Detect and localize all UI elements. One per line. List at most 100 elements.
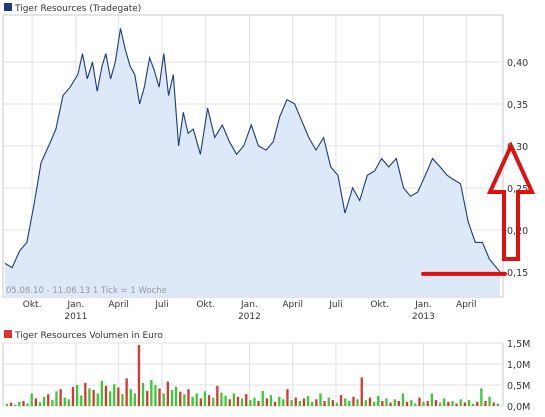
volume-bar xyxy=(335,402,339,406)
annotations xyxy=(421,141,536,276)
volume-bar xyxy=(207,395,211,406)
red-up-arrow-icon xyxy=(486,141,536,261)
volume-bar xyxy=(430,393,433,406)
volume-bar xyxy=(368,397,372,406)
volume-bar xyxy=(220,392,223,406)
volume-bar xyxy=(455,403,458,406)
price-x-tick-label: Jan. xyxy=(414,300,432,310)
volume-bar xyxy=(191,396,194,406)
volume-bar xyxy=(43,396,46,406)
volume-bar xyxy=(100,380,103,406)
volume-bar xyxy=(9,402,13,406)
price-x-tick-label: Jan. xyxy=(240,300,258,310)
volume-bar xyxy=(84,382,87,406)
volume-bar xyxy=(257,401,260,406)
volume-bar xyxy=(30,393,33,406)
volume-bar xyxy=(158,388,161,406)
volume-bar xyxy=(348,401,351,406)
volume-bar xyxy=(38,402,42,406)
volume-bar xyxy=(397,401,400,406)
volume-bar xyxy=(410,400,413,406)
volume-bar xyxy=(129,389,132,406)
volume-bar xyxy=(269,395,273,406)
volume-bar xyxy=(492,402,495,406)
volume-bar xyxy=(496,403,499,406)
volume-bar xyxy=(216,385,219,406)
volume-bar xyxy=(294,397,297,406)
volume-bar xyxy=(315,399,318,406)
volume-bar xyxy=(306,395,310,406)
volume-bar xyxy=(125,378,128,406)
volume-bar xyxy=(183,394,186,406)
price-area-fill xyxy=(5,28,500,298)
price-x-tick-label: April xyxy=(108,300,129,310)
volume-bar xyxy=(393,399,396,406)
volume-bar xyxy=(203,391,207,406)
volume-bar xyxy=(282,399,285,406)
volume-bar xyxy=(286,389,289,406)
volume-bar xyxy=(187,389,190,406)
volume-bar xyxy=(228,399,231,406)
volume-bar xyxy=(154,385,157,406)
volume-bar xyxy=(488,396,491,406)
price-y-tick-label: 0,35 xyxy=(507,100,528,111)
volume-bar xyxy=(323,401,326,406)
volume-bar xyxy=(34,398,37,406)
volume-bar xyxy=(26,403,29,406)
price-chart-title: Tiger Resources (Tradegate) xyxy=(14,4,141,14)
volume-bar xyxy=(356,399,359,406)
volume-bar xyxy=(265,398,268,406)
volume-bar xyxy=(302,398,306,406)
volume-chart-title: Tiger Resources Volumen in Euro xyxy=(14,331,163,341)
volume-bar xyxy=(92,390,95,406)
volume-y-tick-label: 0,0M xyxy=(507,402,530,413)
volume-bar xyxy=(80,395,83,406)
volume-bar xyxy=(117,387,120,406)
volume-bar xyxy=(319,393,322,406)
volume-bar xyxy=(113,384,116,406)
volume-bar xyxy=(480,388,483,406)
volume-bar xyxy=(22,401,25,406)
volume-bar xyxy=(372,401,376,406)
volume-bar xyxy=(199,398,202,406)
price-x-tick-label: Okt. xyxy=(196,300,215,310)
volume-bar xyxy=(426,401,429,406)
volume-bar xyxy=(51,400,54,406)
volume-bar xyxy=(18,401,21,406)
volume-bar xyxy=(104,385,108,406)
volume-bar xyxy=(273,401,277,406)
price-y-tick-label: 0,25 xyxy=(507,184,528,195)
price-line xyxy=(4,28,501,273)
price-x-tick-label: Juli xyxy=(154,300,168,310)
volume-bar xyxy=(381,401,384,406)
volume-bar xyxy=(47,394,50,406)
volume-bar xyxy=(195,393,198,406)
volume-bar xyxy=(67,399,70,406)
volume-bar xyxy=(232,393,235,406)
volume-bar xyxy=(109,391,112,406)
volume-bar xyxy=(166,381,169,406)
volume-bar xyxy=(360,377,363,406)
volume-bar xyxy=(261,390,264,406)
price-legend-swatch xyxy=(4,3,12,11)
price-chart-subtitle: 05.08.10 - 11.06.13 1 Tick = 1 Woche xyxy=(6,286,167,296)
volume-bar xyxy=(414,403,417,406)
volume-bar xyxy=(278,396,281,406)
price-y-tick-label: 0,15 xyxy=(507,268,528,279)
price-x-tick-label: Juli xyxy=(328,300,342,310)
volume-bar xyxy=(121,394,124,406)
price-x-year-label: 2012 xyxy=(238,312,261,322)
volume-bar xyxy=(137,345,141,406)
price-x-tick-labels: Okt. Jan. 2011 April Juli Okt. Jan. 2012 April Ju… xyxy=(23,300,477,322)
volume-bar xyxy=(405,401,409,406)
volume-bar xyxy=(339,395,343,406)
volume-bar xyxy=(389,402,392,406)
volume-bar xyxy=(290,400,293,406)
volume-bar xyxy=(96,393,99,406)
volume-bar xyxy=(174,386,178,406)
volume-bar xyxy=(352,396,355,406)
volume-bar xyxy=(418,397,421,406)
volume-bar xyxy=(179,391,182,406)
volume-bar xyxy=(434,400,438,406)
